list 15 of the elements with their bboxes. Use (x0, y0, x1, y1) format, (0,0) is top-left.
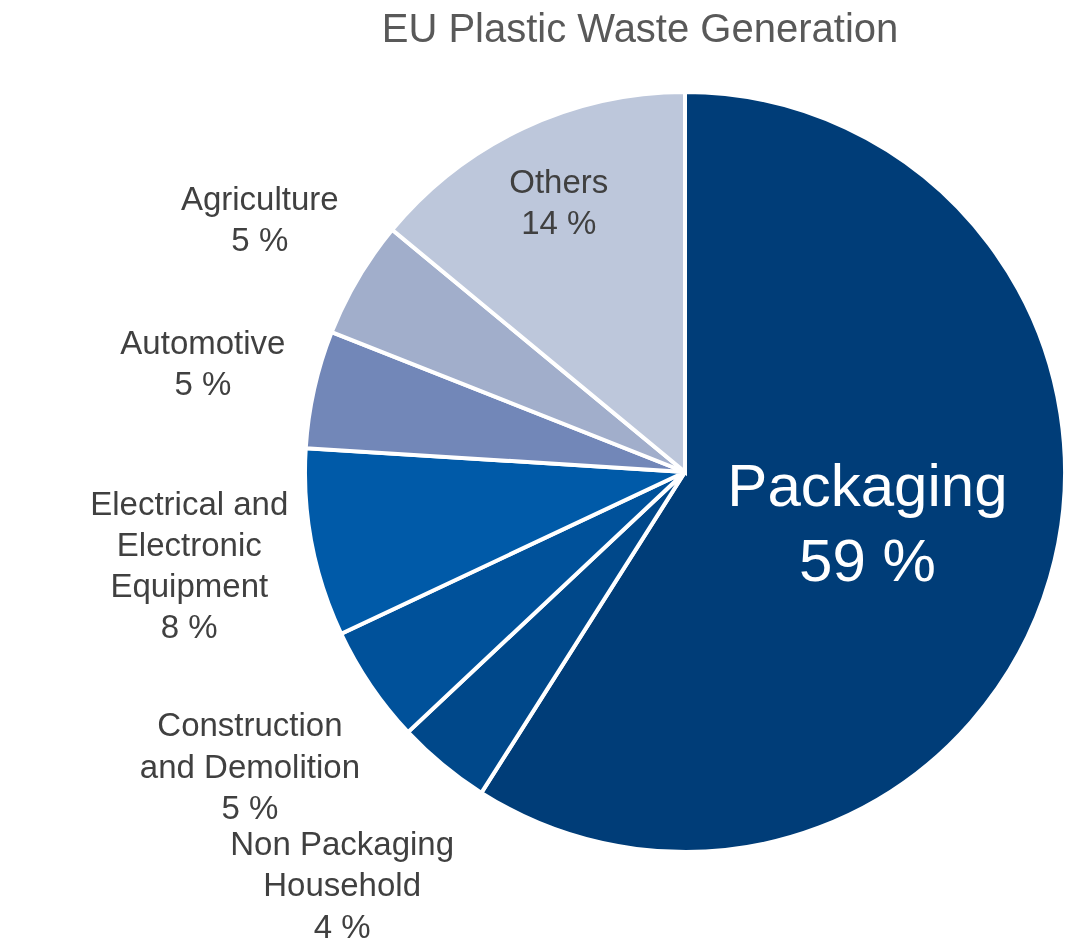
slice-label: Electrical and Electronic Equipment (90, 484, 289, 605)
data-label: 4 % (313, 907, 371, 945)
slice-label: Non Packaging Household (230, 825, 455, 904)
slice-label: Others (509, 163, 609, 201)
slice-label: Automotive (120, 323, 286, 361)
data-label: 5 % (231, 221, 289, 259)
slice-label: Packaging (727, 451, 1008, 519)
data-label: 14 % (521, 204, 597, 242)
chart-title: EU Plastic Waste Generation (381, 6, 899, 50)
slice-label: Construction and Demolition (139, 706, 360, 785)
slice-label: Agriculture (180, 179, 339, 217)
data-label: 5 % (174, 364, 232, 402)
data-label: 5 % (221, 788, 279, 826)
data-label: 59 % (799, 526, 936, 594)
data-label: 8 % (160, 608, 218, 646)
